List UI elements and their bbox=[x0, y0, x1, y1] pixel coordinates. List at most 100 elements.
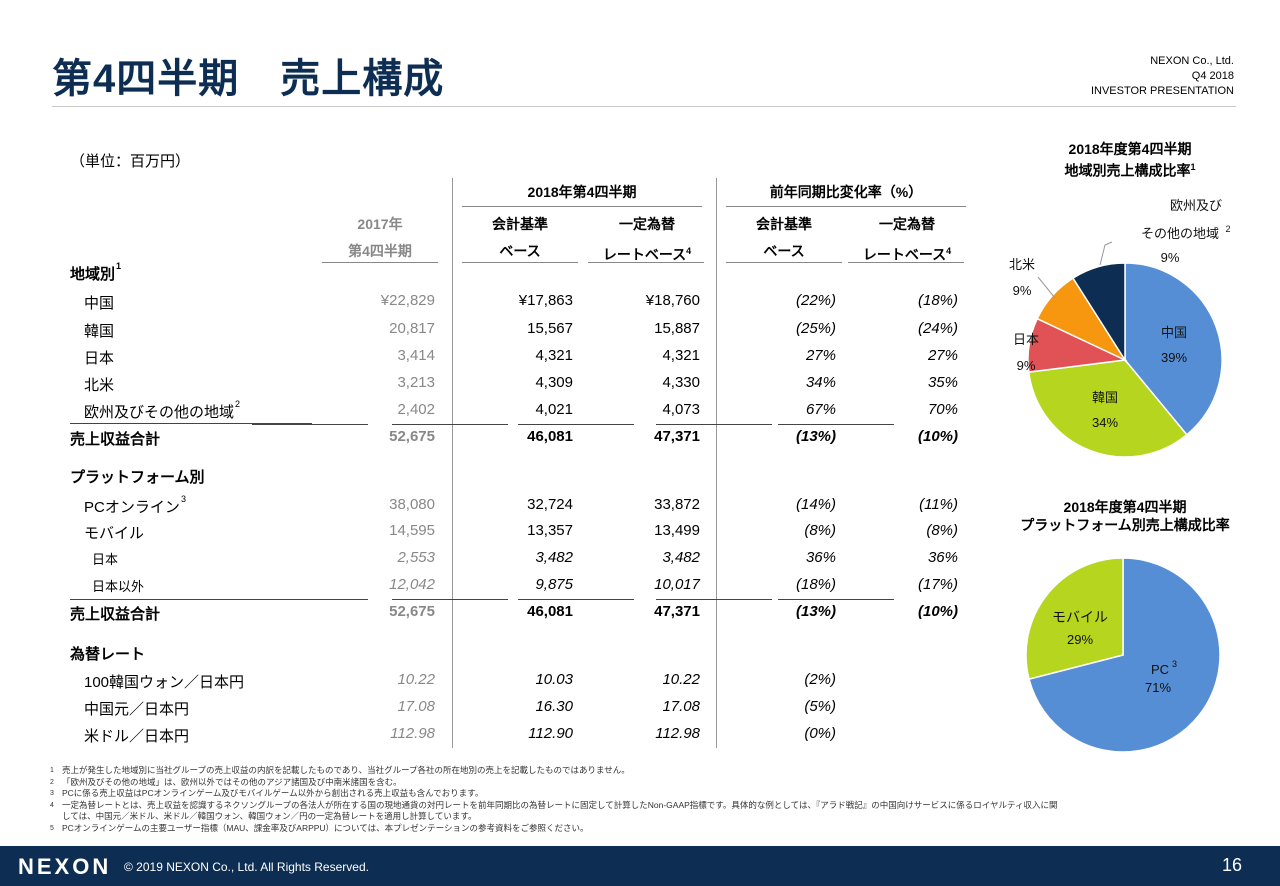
cell-gaap: 4,321 bbox=[535, 347, 573, 364]
col-header-gaap: 会計基準 ベース bbox=[462, 211, 578, 265]
slice-value-eu: 9% bbox=[1161, 250, 1180, 265]
table-row: 中国元／日本円 17.08 16.30 17.08 (5%) bbox=[70, 698, 970, 722]
cell-constant: 10.22 bbox=[662, 671, 700, 688]
footnote-ref: 1 bbox=[1190, 162, 1196, 172]
total-rule bbox=[252, 424, 368, 425]
pie-slice-0 bbox=[1028, 557, 1221, 753]
col-header-line: 第4四半期 bbox=[348, 243, 412, 259]
cell-constant: 17.08 bbox=[662, 698, 700, 715]
slice-label-na: 北米 bbox=[1009, 257, 1035, 272]
cell-constant: 4,073 bbox=[662, 401, 700, 418]
footnote-text: PCオンラインゲームの主要ユーザー指標（MAU、課金率及びARPPU）については… bbox=[62, 822, 589, 833]
total-rule bbox=[518, 424, 634, 425]
col-header-2017q4: 2017年 第4四半期 bbox=[322, 211, 438, 265]
footnote-ref: 3 bbox=[1172, 659, 1177, 669]
col-header-line: ベース bbox=[499, 243, 541, 259]
col-header-line: 一定為替 bbox=[879, 216, 935, 232]
header-rule bbox=[462, 262, 578, 263]
cell-yoy-gaap: (13%) bbox=[795, 428, 836, 445]
row-label: 為替レート bbox=[70, 646, 146, 663]
cell-yoy-gaap: (5%) bbox=[804, 698, 836, 715]
col-header-line: 一定為替 bbox=[619, 216, 675, 232]
cell-2017q4: 20,817 bbox=[389, 320, 435, 337]
total-rule bbox=[518, 599, 634, 600]
table-row: 日本 3,414 4,321 4,321 27% 27% bbox=[70, 347, 970, 371]
slice-label-mobile: モバイル bbox=[1052, 609, 1108, 625]
table-row: 米ドル／日本円 112.98 112.90 112.98 (0%) bbox=[70, 725, 970, 749]
footnote: 3 PCに係る売上収益はPCオンラインゲーム及びモバイルゲーム以外から創出される売… bbox=[50, 788, 1058, 800]
region-chart-title: 2018年度第4四半期 地域別売上構成比率1 bbox=[1010, 140, 1250, 180]
col-header-line: レートベース bbox=[862, 246, 947, 263]
cell-yoy-gaap: 27% bbox=[805, 347, 836, 364]
table-row: 欧州及びその他の地域 2 2,402 4,021 4,073 67% 70% bbox=[70, 399, 970, 425]
platform-pie-chart: PC 3 71% モバイル 29% bbox=[1025, 557, 1221, 753]
footnote-ref: 4 bbox=[686, 246, 692, 256]
cell-yoy-constant: (18%) bbox=[917, 292, 958, 309]
row-label: 日本 bbox=[92, 552, 119, 567]
table-row: 中国 ¥22,829 ¥17,863 ¥18,760 (22%) (18%) bbox=[70, 292, 970, 316]
cell-yoy-constant: (24%) bbox=[917, 320, 958, 337]
header-rule bbox=[588, 262, 704, 263]
footnote-number: 4 bbox=[50, 801, 54, 809]
company-name: NEXON Co., Ltd. bbox=[1150, 55, 1234, 67]
cell-gaap: 112.90 bbox=[528, 725, 573, 742]
slice-value-korea: 34% bbox=[1092, 415, 1118, 430]
cell-2017q4: 12,042 bbox=[389, 576, 435, 593]
footer-bar: NEXON © 2019 NEXON Co., Ltd. All Rights … bbox=[0, 846, 1280, 886]
footnote: 1 売上が発生した地域別に当社グループの売上収益の内訳を記載したものであり、当社グ… bbox=[50, 765, 1058, 777]
total-rule bbox=[392, 424, 508, 425]
footnote-text: PCに係る売上収益はPCオンラインゲーム及びモバイルゲーム以外から創出される売上… bbox=[62, 788, 484, 799]
column-divider bbox=[452, 178, 453, 748]
slice-label-korea: 韓国 bbox=[1092, 390, 1118, 405]
table-row: 100韓国ウォン／日本円 10.22 10.03 10.22 (2%) bbox=[70, 671, 970, 695]
cell-constant: 3,482 bbox=[662, 549, 700, 566]
cell-gaap: 46,081 bbox=[527, 428, 573, 445]
slice-value-china: 39% bbox=[1161, 350, 1187, 365]
row-label: 米ドル／日本円 bbox=[84, 728, 190, 745]
cell-yoy-constant: 36% bbox=[927, 549, 958, 566]
pie-slice-1 bbox=[1027, 359, 1188, 458]
footnote-ref: 4 bbox=[946, 246, 952, 256]
col-header-yoy-constant: 一定為替レートベース4 bbox=[848, 211, 966, 269]
cell-2017q4: 2,553 bbox=[397, 549, 435, 566]
chart-title-line: プラットフォーム別売上構成比率 bbox=[1020, 517, 1230, 533]
col-header-line: ベース bbox=[763, 243, 805, 259]
footnote-number: 1 bbox=[50, 767, 54, 774]
chart-title-line: 2018年度第4四半期 bbox=[1068, 141, 1192, 157]
cell-yoy-constant: (11%) bbox=[919, 496, 958, 513]
cell-gaap: 46,081 bbox=[527, 603, 573, 620]
table-row: モバイル 14,595 13,357 13,499 (8%) (8%) bbox=[70, 522, 970, 546]
leader-line bbox=[1099, 241, 1113, 266]
cell-2017q4: 52,675 bbox=[389, 428, 435, 445]
header-rule bbox=[322, 262, 438, 263]
corporate-info: NEXON Co., Ltd. Q4 2018 INVESTOR PRESENT… bbox=[1091, 54, 1234, 99]
cell-yoy-gaap: (0%) bbox=[804, 725, 836, 742]
cell-2017q4: ¥22,829 bbox=[380, 292, 435, 309]
table-row: 北米 3,213 4,309 4,330 34% 35% bbox=[70, 374, 970, 398]
section-header: プラットフォーム別 bbox=[70, 466, 970, 490]
slice-value-mobile: 29% bbox=[1067, 632, 1093, 647]
column-divider bbox=[716, 178, 717, 748]
platform-chart-title: 2018年度第4四半期 プラットフォーム別売上構成比率 bbox=[990, 498, 1260, 534]
section-header: 為替レート bbox=[70, 643, 970, 667]
col-header-yoy-gaap: 会計基準 ベース bbox=[726, 211, 842, 265]
col-header-line: 会計基準 bbox=[756, 216, 812, 232]
footnote-ref: 2 bbox=[1225, 224, 1230, 234]
group-header-2018q4: 2018年第4四半期 bbox=[527, 184, 637, 200]
cell-yoy-gaap: 34% bbox=[805, 374, 836, 391]
total-row: 売上収益合計 52,675 46,081 47,371 (13%) (10%) bbox=[70, 428, 970, 452]
footnote-text: 「欧州及びその他の地域」は、欧州以外ではその他のアジア諸国及び中南米諸国を含む。 bbox=[62, 776, 402, 787]
cell-constant: 10,017 bbox=[654, 576, 700, 593]
cell-yoy-gaap: (13%) bbox=[795, 603, 836, 620]
footnotes: 1 売上が発生した地域別に当社グループの売上収益の内訳を記載したものであり、当社グ… bbox=[50, 765, 1058, 835]
cell-yoy-gaap: 36% bbox=[805, 549, 836, 566]
row-label: 韓国 bbox=[84, 323, 115, 340]
cell-2017q4: 38,080 bbox=[389, 496, 435, 513]
row-label: 売上収益合計 bbox=[70, 431, 161, 448]
page-number: 16 bbox=[1221, 855, 1242, 875]
cell-gaap: 16.30 bbox=[535, 698, 573, 715]
pie-slice-4 bbox=[1071, 262, 1126, 363]
cell-gaap: ¥17,863 bbox=[518, 292, 573, 309]
cell-2017q4: 112.98 bbox=[390, 725, 435, 742]
cell-constant: 33,872 bbox=[654, 496, 700, 513]
